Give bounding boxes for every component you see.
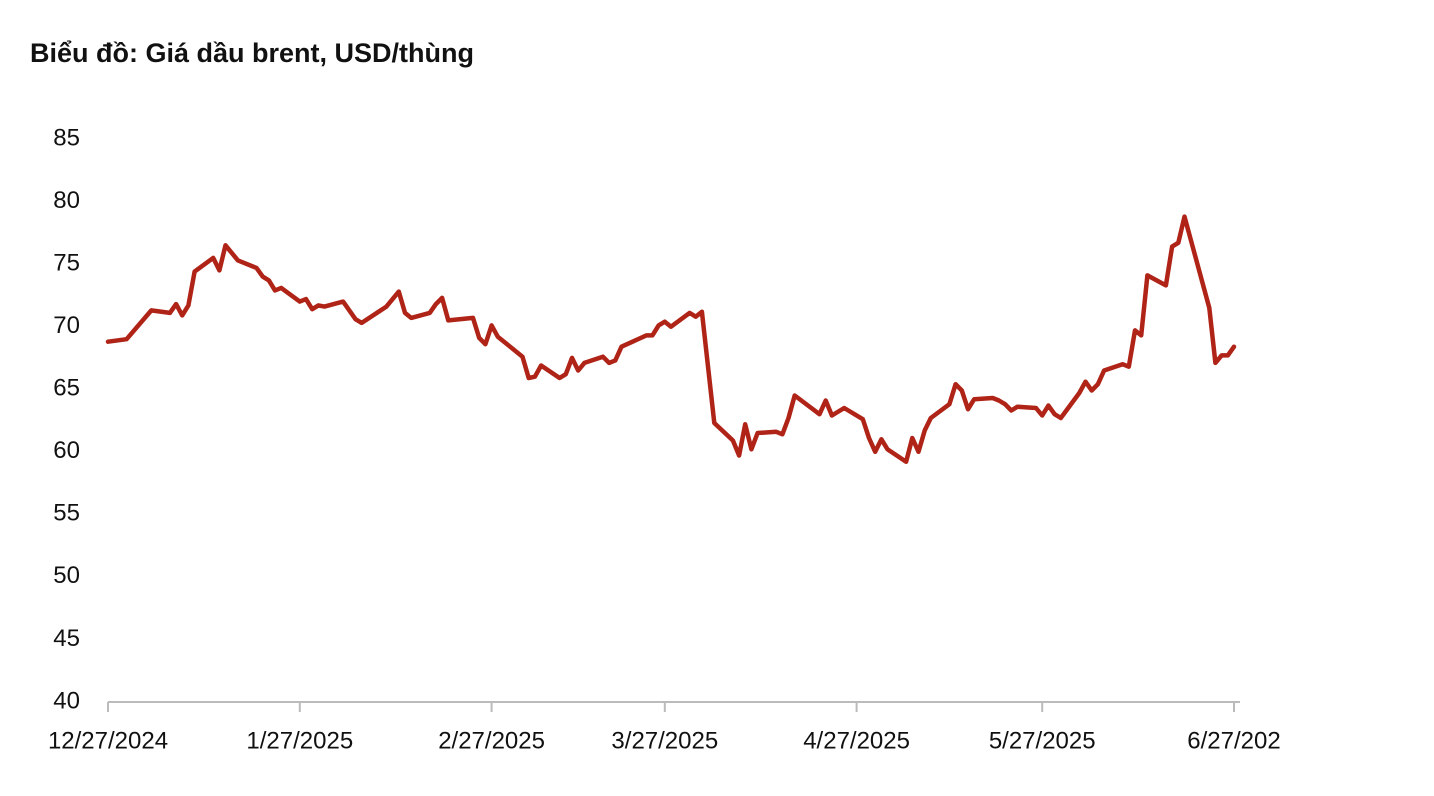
y-tick-label: 40 [53,687,80,714]
x-tick-label: 3/27/2025 [611,727,718,754]
x-tick-label: 12/27/2024 [48,727,168,754]
y-tick-label: 65 [53,375,80,402]
y-tick-label: 70 [53,312,80,339]
y-tick-label: 45 [53,625,80,652]
y-tick-label: 60 [53,437,80,464]
x-tick-label: 5/27/2025 [989,727,1096,754]
x-tick-label: 2/27/2025 [438,727,545,754]
line [105,214,1237,465]
x-tick-label: 4/27/2025 [803,727,910,754]
x-tick-label: 6/27/202 [1187,727,1280,754]
y-tick-label: 80 [53,187,80,214]
y-tick-label: 50 [53,562,80,589]
x-tick-label: 1/27/2025 [246,727,353,754]
y-tick-label: 55 [53,500,80,527]
y-tick-label: 85 [53,124,80,151]
y-tick-label: 75 [53,249,80,276]
chart-title: Biểu đồ: Giá dầu brent, USD/thùng [30,38,474,68]
